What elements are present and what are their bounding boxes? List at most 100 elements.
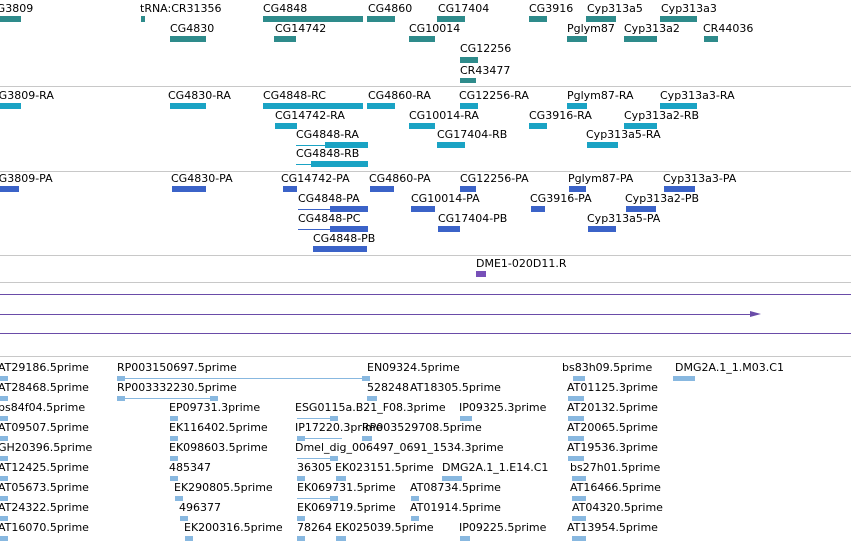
gene-glyph[interactable] bbox=[274, 36, 296, 42]
est-label[interactable]: 78264 bbox=[297, 521, 332, 534]
est-glyph[interactable] bbox=[330, 456, 338, 461]
est-glyph[interactable] bbox=[460, 416, 472, 421]
gene-glyph[interactable] bbox=[624, 36, 657, 42]
est-label[interactable]: ESG0115a.B21_F08.3prime bbox=[295, 401, 446, 414]
transcript-label[interactable]: CG3916-RA bbox=[529, 109, 592, 122]
protein-glyph[interactable] bbox=[330, 206, 368, 212]
est-glyph[interactable] bbox=[411, 516, 419, 521]
est-glyph[interactable] bbox=[568, 416, 584, 421]
est-label[interactable]: AT13954.5prime bbox=[567, 521, 658, 534]
protein-glyph[interactable] bbox=[460, 186, 476, 192]
est-label[interactable]: 528248 bbox=[367, 381, 409, 394]
est-glyph[interactable] bbox=[210, 396, 218, 401]
gene-glyph[interactable] bbox=[586, 16, 616, 22]
transcript-glyph[interactable] bbox=[325, 142, 368, 148]
protein-glyph[interactable] bbox=[531, 206, 545, 212]
est-label[interactable]: AT01125.3prime bbox=[567, 381, 658, 394]
est-label[interactable]: AT24322.5prime bbox=[0, 501, 89, 514]
est-glyph[interactable] bbox=[180, 516, 188, 521]
gene-label[interactable]: CG14742 bbox=[275, 22, 327, 35]
protein-glyph[interactable] bbox=[664, 186, 695, 192]
est-label[interactable]: AT16070.5prime bbox=[0, 521, 89, 534]
est-glyph[interactable] bbox=[367, 396, 377, 401]
est-glyph[interactable] bbox=[572, 476, 586, 481]
est-label[interactable]: AT04320.5prime bbox=[572, 501, 663, 514]
est-label[interactable]: DMG2A.1_1.M03.C1 bbox=[675, 361, 784, 374]
transcript-label[interactable]: CG17404-RB bbox=[437, 128, 508, 141]
est-label[interactable]: bs84f04.5prime bbox=[0, 401, 86, 414]
gene-glyph[interactable] bbox=[141, 16, 145, 22]
transcript-glyph[interactable] bbox=[311, 161, 368, 167]
est-label[interactable]: AT20132.5prime bbox=[567, 401, 658, 414]
gene-label[interactable]: CR43477 bbox=[460, 64, 511, 77]
protein-label[interactable]: CG3809-PA bbox=[0, 172, 53, 185]
transcript-glyph[interactable] bbox=[367, 103, 395, 109]
est-glyph[interactable] bbox=[330, 416, 338, 421]
gene-label[interactable]: tRNA:CR31356 bbox=[140, 2, 222, 15]
protein-label[interactable]: CG4848-PC bbox=[298, 212, 361, 225]
est-glyph[interactable] bbox=[573, 376, 585, 381]
protein-label[interactable]: CG4848-PA bbox=[298, 192, 360, 205]
est-glyph[interactable] bbox=[362, 436, 372, 441]
est-label[interactable]: AT19536.3prime bbox=[567, 441, 658, 454]
est-label[interactable]: AT20065.5prime bbox=[567, 421, 658, 434]
est-glyph[interactable] bbox=[117, 396, 125, 401]
est-glyph[interactable] bbox=[0, 416, 8, 421]
gene-label[interactable]: CG3916 bbox=[529, 2, 574, 15]
est-label[interactable]: AT05673.5prime bbox=[0, 481, 89, 494]
transcript-glyph[interactable] bbox=[587, 142, 618, 148]
protein-label[interactable]: Pglym87-PA bbox=[568, 172, 634, 185]
protein-glyph[interactable] bbox=[626, 206, 656, 212]
est-label[interactable]: EK025039.5prime bbox=[335, 521, 434, 534]
est-glyph[interactable] bbox=[0, 476, 8, 481]
transcript-glyph[interactable] bbox=[437, 142, 465, 148]
gene-glyph[interactable] bbox=[263, 16, 363, 22]
est-glyph[interactable] bbox=[170, 476, 178, 481]
est-glyph[interactable] bbox=[568, 396, 584, 401]
est-label[interactable]: EK069731.5prime bbox=[297, 481, 396, 494]
gene-glyph[interactable] bbox=[437, 16, 465, 22]
clone-glyph[interactable] bbox=[476, 271, 486, 277]
est-label[interactable]: EK116402.5prime bbox=[169, 421, 268, 434]
gene-glyph[interactable] bbox=[460, 78, 476, 83]
gene-label[interactable]: Pglym87 bbox=[567, 22, 615, 35]
est-glyph[interactable] bbox=[0, 456, 8, 461]
protein-glyph[interactable] bbox=[370, 186, 394, 192]
gene-label[interactable]: CG3809 bbox=[0, 2, 34, 15]
est-glyph[interactable] bbox=[297, 516, 305, 521]
est-glyph[interactable] bbox=[0, 516, 8, 521]
est-glyph[interactable] bbox=[170, 416, 178, 421]
transcript-label[interactable]: CG12256-RA bbox=[459, 89, 529, 102]
est-glyph[interactable] bbox=[170, 456, 178, 461]
est-label[interactable]: EK200316.5prime bbox=[184, 521, 283, 534]
gene-glyph[interactable] bbox=[704, 36, 718, 42]
transcript-label[interactable]: Cyp313a5-RA bbox=[586, 128, 661, 141]
transcript-label[interactable]: CG14742-RA bbox=[275, 109, 345, 122]
est-label[interactable]: AT29186.5prime bbox=[0, 361, 89, 374]
protein-glyph[interactable] bbox=[588, 226, 616, 232]
est-glyph[interactable] bbox=[297, 536, 305, 541]
est-label[interactable]: EK023151.5prime bbox=[335, 461, 434, 474]
transcript-glyph[interactable] bbox=[529, 123, 547, 129]
est-glyph[interactable] bbox=[0, 396, 8, 401]
protein-label[interactable]: CG14742-PA bbox=[281, 172, 350, 185]
est-glyph[interactable] bbox=[170, 436, 178, 441]
est-glyph[interactable] bbox=[0, 496, 8, 501]
est-label[interactable]: EP09731.3prime bbox=[169, 401, 261, 414]
protein-label[interactable]: CG12256-PA bbox=[460, 172, 529, 185]
gene-label[interactable]: CG10014 bbox=[409, 22, 461, 35]
protein-glyph[interactable] bbox=[330, 226, 368, 232]
transcript-glyph[interactable] bbox=[567, 103, 587, 109]
est-glyph[interactable] bbox=[673, 376, 695, 381]
clone-label[interactable]: DME1-020D11.R bbox=[476, 257, 567, 270]
est-label[interactable]: AT09507.5prime bbox=[0, 421, 89, 434]
alignment-line[interactable] bbox=[0, 294, 851, 295]
est-glyph[interactable] bbox=[297, 476, 305, 481]
protein-glyph[interactable] bbox=[0, 186, 19, 192]
gene-glyph[interactable] bbox=[170, 36, 206, 42]
protein-label[interactable]: CG17404-PB bbox=[438, 212, 508, 225]
est-label[interactable]: AT28468.5prime bbox=[0, 381, 89, 394]
transcript-label[interactable]: Cyp313a2-RB bbox=[624, 109, 700, 122]
transcript-label[interactable]: CG4848-RA bbox=[296, 128, 359, 141]
est-label[interactable]: DMG2A.1_1.E14.C1 bbox=[442, 461, 549, 474]
